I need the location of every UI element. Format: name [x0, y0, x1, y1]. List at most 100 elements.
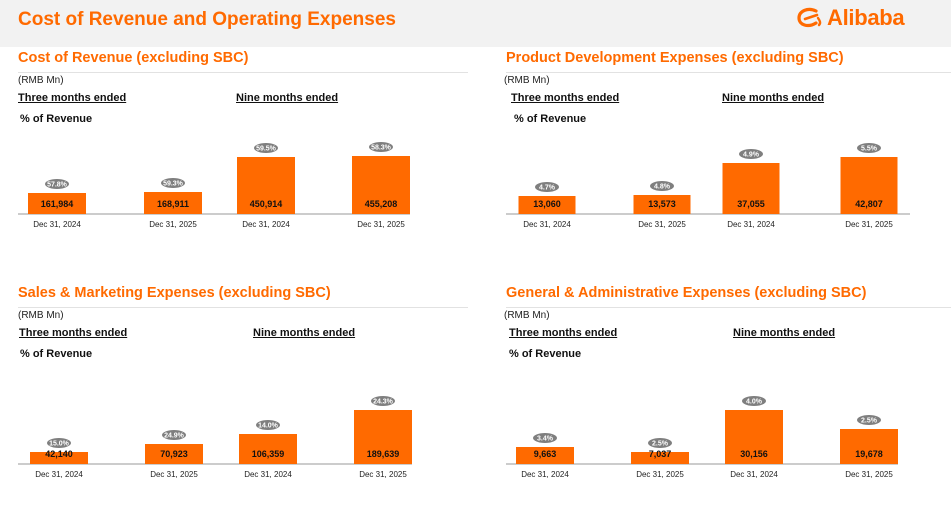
category-tick-label: Dec 31, 2024 [523, 220, 571, 229]
category-tick-label: Dec 31, 2024 [727, 220, 775, 229]
percent-label: 24.3% [373, 399, 394, 406]
bar-value-label: 13,573 [648, 199, 676, 209]
three-months-label: Three months ended [511, 92, 620, 104]
percent-label: 14.0% [258, 423, 279, 430]
alibaba-logo-icon [797, 7, 822, 28]
bar-value-label: 70,923 [160, 449, 188, 459]
nine-months-label: Nine months ended [733, 327, 836, 339]
bar [516, 447, 574, 464]
bar [725, 410, 783, 464]
bar-value-label: 450,914 [250, 199, 283, 209]
bar [722, 163, 780, 214]
alibaba-logo: Alibaba [796, 5, 905, 31]
unit-label: (RMB Mn) [504, 75, 550, 86]
pct-of-revenue-label: % of Revenue [509, 348, 582, 360]
pct-of-revenue-label: % of Revenue [514, 113, 587, 125]
category-tick-label: Dec 31, 2024 [242, 220, 290, 229]
percent-pill [369, 142, 393, 152]
page-header: Cost of Revenue and Operating Expenses A… [0, 0, 951, 47]
percent-label: 58.3% [371, 145, 392, 152]
bar [145, 444, 203, 464]
panel-title: Sales & Marketing Expenses (excluding SB… [18, 285, 331, 301]
bar-value-label: 189,639 [367, 449, 400, 459]
nine-months-label: Nine months ended [253, 327, 356, 339]
product-development-panel: Product Development Expenses (excluding … [504, 50, 951, 280]
category-tick-label: Dec 31, 2025 [636, 470, 684, 479]
percent-label: 59.3% [163, 181, 184, 188]
page-title: Cost of Revenue and Operating Expenses [18, 9, 396, 30]
bar-value-label: 106,359 [252, 449, 285, 459]
nine-months-label: Nine months ended [236, 92, 339, 104]
category-tick-label: Dec 31, 2025 [150, 470, 198, 479]
panel-title: General & Administrative Expenses (exclu… [506, 285, 867, 301]
category-tick-label: Dec 31, 2025 [638, 220, 686, 229]
bar-value-label: 455,208 [365, 199, 398, 209]
percent-pill [739, 149, 763, 159]
percent-label: 59.5% [256, 146, 277, 153]
percent-pill [47, 438, 71, 448]
category-tick-label: Dec 31, 2024 [730, 470, 778, 479]
bar-value-label: 13,060 [533, 199, 561, 209]
bar-value-label: 9,663 [534, 449, 557, 459]
bar [30, 452, 88, 464]
sales-marketing-panel: Sales & Marketing Expenses (excluding SB… [18, 285, 468, 515]
category-tick-label: Dec 31, 2025 [149, 220, 197, 229]
product-development-chart: 13,060 4.7% Dec 31, 2024 13,573 4.8% Dec 31, … [506, 143, 910, 229]
percent-label: 2.5% [861, 418, 878, 425]
bar-value-label: 37,055 [737, 199, 765, 209]
bar [631, 452, 689, 464]
bar [840, 157, 898, 214]
panel-title: Cost of Revenue (excluding SBC) [18, 50, 249, 66]
percent-pill [161, 178, 185, 188]
percent-pill [371, 396, 395, 406]
percent-label: 4.8% [654, 184, 671, 191]
three-months-label: Three months ended [509, 327, 618, 339]
bar-value-label: 42,807 [855, 199, 883, 209]
percent-pill [162, 430, 186, 440]
percent-label: 57.8% [47, 182, 68, 189]
percent-label: 4.7% [539, 185, 556, 192]
category-tick-label: Dec 31, 2025 [357, 220, 405, 229]
panel-divider [18, 72, 468, 73]
percent-pill [857, 143, 881, 153]
cost-of-revenue-chart: 161,984 57.8% Dec 31, 2024 168,911 59.3% Dec … [18, 142, 410, 229]
percent-pill [254, 143, 278, 153]
panel-divider [506, 72, 951, 73]
percent-pill [742, 396, 766, 406]
category-tick-label: Dec 31, 2025 [359, 470, 407, 479]
percent-label: 15.0% [49, 441, 70, 448]
percent-pill [533, 433, 557, 443]
percent-label: 3.4% [537, 436, 554, 443]
percent-pill [650, 181, 674, 191]
panel-divider [18, 307, 468, 308]
percent-pill [648, 438, 672, 448]
pct-of-revenue-label: % of Revenue [20, 348, 93, 360]
category-tick-label: Dec 31, 2025 [845, 220, 893, 229]
percent-pill [535, 182, 559, 192]
percent-label: 5.5% [861, 146, 878, 153]
panel-title: Product Development Expenses (excluding … [506, 50, 844, 66]
category-tick-label: Dec 31, 2024 [35, 470, 83, 479]
percent-label: 4.9% [743, 152, 760, 159]
percent-label: 2.5% [652, 441, 669, 448]
bar [354, 410, 412, 464]
bar [633, 195, 691, 214]
category-tick-label: Dec 31, 2024 [33, 220, 81, 229]
cost-of-revenue-panel: Cost of Revenue (excluding SBC) (RMB Mn)… [18, 50, 468, 280]
bar-value-label: 161,984 [41, 199, 74, 209]
bar [144, 192, 202, 214]
panel-divider [506, 307, 951, 308]
bar-value-label: 19,678 [855, 449, 883, 459]
unit-label: (RMB Mn) [18, 75, 64, 86]
percent-label: 4.0% [746, 399, 763, 406]
category-tick-label: Dec 31, 2025 [845, 470, 893, 479]
bar [840, 429, 898, 464]
unit-label: (RMB Mn) [18, 310, 64, 321]
category-tick-label: Dec 31, 2024 [244, 470, 292, 479]
unit-label: (RMB Mn) [504, 310, 550, 321]
bar-value-label: 168,911 [157, 199, 189, 209]
percent-pill [256, 420, 280, 430]
bar [239, 434, 297, 464]
